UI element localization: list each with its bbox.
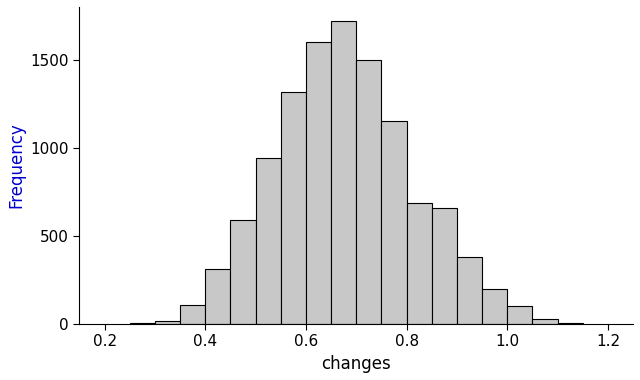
Y-axis label: Frequency: Frequency (7, 123, 25, 208)
Bar (432, 208, 457, 324)
Bar (180, 305, 205, 324)
Bar (557, 323, 583, 324)
Bar (255, 158, 281, 324)
Bar (306, 42, 331, 324)
Bar (508, 306, 532, 324)
Bar (406, 203, 432, 324)
Bar (457, 257, 482, 324)
Bar (532, 319, 557, 324)
Bar (281, 92, 306, 324)
Bar (482, 289, 508, 324)
X-axis label: changes: changes (321, 355, 391, 373)
Bar (155, 321, 180, 324)
Bar (381, 122, 406, 324)
Bar (356, 60, 381, 324)
Bar (230, 220, 255, 324)
Bar (130, 323, 155, 324)
Bar (331, 21, 356, 324)
Bar (205, 269, 230, 324)
